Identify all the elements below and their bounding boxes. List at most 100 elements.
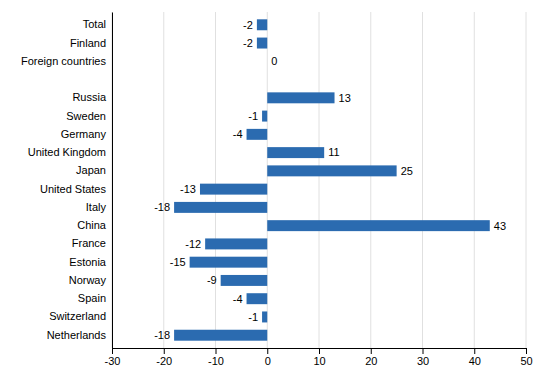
data-label: 13: [339, 92, 351, 104]
chart-container: -30-20-1001020304050NetherlandsSwitzerla…: [0, 0, 546, 376]
grid-line: [163, 12, 164, 348]
bar: [247, 293, 268, 304]
data-label: 11: [328, 146, 339, 158]
tick-label: Sweden: [66, 110, 106, 122]
bar: [267, 220, 490, 231]
tick: -20: [156, 348, 172, 367]
bar: [200, 184, 267, 195]
tick: Sweden: [66, 110, 112, 122]
tick-label: -30: [105, 355, 121, 367]
data-label: 25: [401, 165, 413, 177]
tick: 50: [520, 348, 532, 367]
y-axis: Netherlands Switzerland Spain Norway Estonia…: [21, 13, 113, 349]
tick-mark: [112, 348, 113, 354]
tick-label: Japan: [76, 164, 106, 176]
tick: United Kingdom: [28, 146, 112, 158]
tick: Estonia: [69, 256, 112, 268]
tick-label: 10: [313, 355, 325, 367]
tick: Italy: [86, 201, 112, 213]
grid-line: [474, 12, 475, 348]
bars: [174, 19, 490, 340]
tick: 30: [417, 348, 429, 367]
tick-label: Norway: [69, 274, 107, 286]
grid-line: [422, 12, 423, 348]
tick-mark: [216, 348, 217, 354]
tick-label: 50: [520, 355, 532, 367]
axis-line: [113, 349, 527, 355]
tick: China: [77, 219, 112, 231]
tick-mark: [267, 348, 268, 354]
tick-label: Netherlands: [47, 329, 107, 341]
tick: Foreign countries: [21, 55, 112, 67]
data-label: -15: [170, 256, 186, 268]
tick-label: 40: [469, 355, 481, 367]
grid: [112, 12, 526, 348]
data-label: -12: [185, 238, 201, 250]
tick-label: 30: [417, 355, 429, 367]
tick-mark: [319, 348, 320, 354]
tick: Spain: [78, 292, 112, 304]
tick: France: [72, 237, 112, 249]
bar: [190, 257, 268, 268]
tick-label: Spain: [78, 292, 106, 304]
tick-label: Estonia: [69, 256, 107, 268]
tick: Switzerland: [49, 310, 112, 322]
tick-label: -10: [208, 355, 224, 367]
tick-label: 20: [365, 355, 377, 367]
tick-mark: [474, 348, 475, 354]
tick: 0: [265, 348, 271, 367]
tick-label: Total: [83, 18, 106, 30]
tick: 40: [469, 348, 481, 367]
tick: Norway: [69, 274, 112, 286]
tick-label: United Kingdom: [28, 146, 106, 158]
data-label: -4: [233, 128, 243, 140]
grid-line: [112, 12, 113, 348]
tick-mark: [423, 348, 424, 354]
tick-label: Germany: [61, 128, 107, 140]
tick-label: United States: [40, 183, 107, 195]
tick-label: Russia: [72, 91, 107, 103]
tick-label: France: [72, 237, 106, 249]
tick: Japan: [76, 164, 112, 176]
bar: [174, 202, 267, 213]
bar: [262, 111, 267, 122]
plot: -30-20-1001020304050NetherlandsSwitzerla…: [21, 12, 533, 367]
bar: [267, 165, 396, 176]
data-label: -1: [248, 311, 258, 323]
grid-line: [526, 12, 527, 348]
tick: Germany: [61, 128, 112, 140]
tick: Russia: [72, 91, 112, 103]
bar: [257, 38, 267, 49]
tick: United States: [40, 183, 112, 195]
bar: [257, 19, 267, 30]
bar: [247, 129, 268, 140]
tick-label: 0: [265, 355, 271, 367]
grid-line: [215, 12, 216, 348]
tick-label: -20: [156, 355, 172, 367]
data-labels: -18-1-4-9-15-1243-18-132511-4-1130-2-2: [154, 19, 506, 341]
data-label: 43: [494, 220, 506, 232]
tick-mark: [164, 348, 165, 354]
tick: Netherlands: [47, 329, 112, 341]
tick-label: Foreign countries: [21, 55, 106, 67]
data-label: -9: [207, 274, 217, 286]
bar: [262, 311, 267, 322]
bar: [221, 275, 268, 286]
tick: -30: [105, 348, 121, 367]
data-label: 0: [271, 55, 277, 67]
tick-label: China: [77, 219, 107, 231]
data-label: -1: [248, 110, 258, 122]
tick-mark: [526, 348, 527, 354]
data-label: -18: [154, 201, 170, 213]
data-label: -2: [243, 19, 253, 31]
tick: 20: [365, 348, 377, 367]
data-label: -2: [243, 37, 253, 49]
tick: 10: [313, 348, 325, 367]
bar: [267, 92, 334, 103]
x-axis: -30 -20 -10 0 10 20 30 40 50: [105, 348, 533, 367]
grid-line: [370, 12, 371, 348]
tick: -10: [208, 348, 224, 367]
data-label: -18: [154, 329, 170, 341]
tick: Finland: [70, 37, 112, 49]
bar: [267, 56, 268, 67]
